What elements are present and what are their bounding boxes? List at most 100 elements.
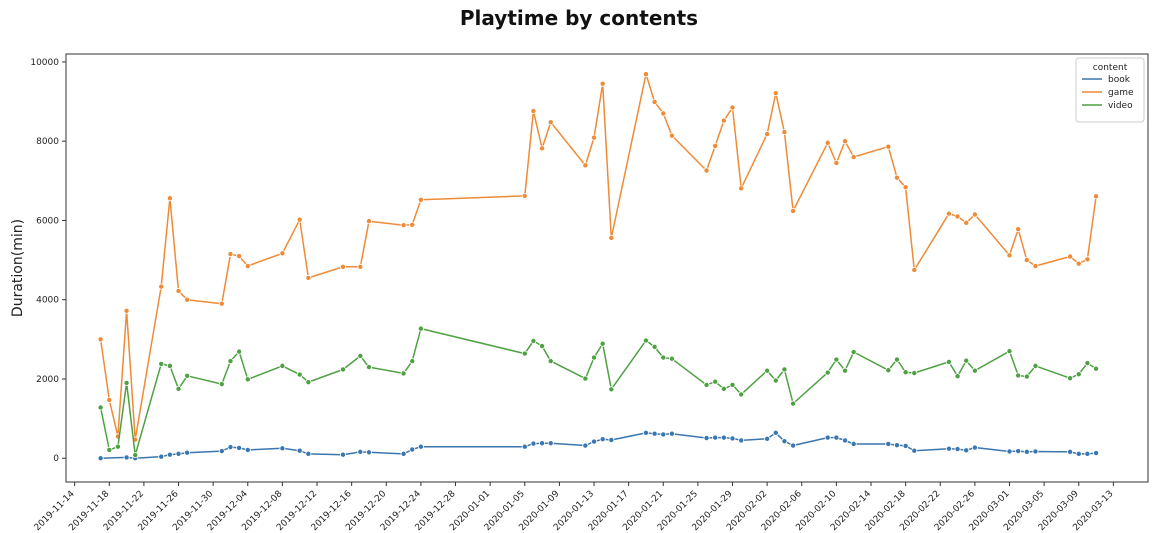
legend: content book game video <box>1075 57 1145 123</box>
x-axis: 2019-11-142019-11-182019-11-222019-11-26… <box>33 482 1115 533</box>
data-point <box>842 437 849 444</box>
data-point <box>668 355 675 362</box>
data-point <box>842 138 849 145</box>
data-point <box>1032 448 1039 455</box>
data-point <box>591 134 598 141</box>
data-point <box>365 364 372 371</box>
data-point <box>764 435 771 442</box>
data-point <box>642 429 649 436</box>
series-line-book <box>100 432 1097 459</box>
data-point <box>339 366 346 373</box>
data-point <box>409 446 416 453</box>
data-point <box>400 450 407 457</box>
data-point <box>339 263 346 270</box>
data-point <box>305 274 312 281</box>
data-point <box>236 253 243 260</box>
data-point <box>1067 253 1074 260</box>
data-point <box>651 98 658 105</box>
data-point <box>781 438 788 445</box>
data-point <box>720 117 727 124</box>
data-point <box>850 349 857 356</box>
data-point <box>97 455 104 462</box>
data-point <box>236 348 243 355</box>
data-point <box>660 354 667 361</box>
data-point <box>772 377 779 384</box>
data-point <box>885 440 892 447</box>
data-point <box>642 337 649 344</box>
data-point <box>530 337 537 344</box>
data-point <box>357 263 364 270</box>
data-point <box>842 367 849 374</box>
data-point <box>296 216 303 223</box>
data-point <box>582 162 589 169</box>
data-point <box>279 445 286 452</box>
data-point <box>279 250 286 257</box>
data-point <box>885 143 892 150</box>
data-point <box>893 442 900 449</box>
data-point <box>582 442 589 449</box>
data-point <box>963 447 970 454</box>
y-tick-label: 8000 <box>36 137 59 147</box>
data-point <box>893 174 900 181</box>
series-line-video <box>99 327 1097 456</box>
data-point <box>409 358 416 365</box>
data-point <box>902 442 909 449</box>
data-point <box>547 440 554 447</box>
data-point <box>668 132 675 139</box>
data-point <box>729 435 736 442</box>
data-point <box>790 207 797 214</box>
data-point <box>712 142 719 149</box>
y-tick-label: 6000 <box>36 216 59 226</box>
chart-title: Playtime by contents <box>459 6 699 30</box>
data-point <box>166 195 173 202</box>
data-point <box>945 210 952 217</box>
data-point <box>357 448 364 455</box>
data-point <box>123 454 130 461</box>
series-book <box>97 429 1100 462</box>
data-point <box>1075 371 1082 378</box>
data-point <box>911 447 918 454</box>
data-point <box>850 154 857 161</box>
data-point <box>1093 450 1100 457</box>
data-point <box>184 296 191 303</box>
data-point <box>158 283 165 290</box>
data-point <box>296 371 303 378</box>
data-point <box>296 447 303 454</box>
plot-frame <box>65 53 1149 483</box>
data-point <box>132 452 139 459</box>
data-point <box>175 450 182 457</box>
data-point <box>599 80 606 87</box>
data-point <box>521 350 528 357</box>
data-point <box>712 378 719 385</box>
data-point <box>166 451 173 458</box>
legend-title: content <box>1093 63 1128 73</box>
data-point <box>1075 450 1082 457</box>
data-point <box>954 446 961 453</box>
data-point <box>971 444 978 451</box>
data-point <box>660 110 667 117</box>
data-point <box>244 376 251 383</box>
data-point <box>660 431 667 438</box>
data-point <box>608 234 615 241</box>
data-point <box>530 108 537 115</box>
data-point <box>1084 360 1091 367</box>
data-point <box>305 450 312 457</box>
data-point <box>591 354 598 361</box>
data-point <box>184 372 191 379</box>
data-point <box>521 192 528 199</box>
data-point <box>1093 365 1100 372</box>
data-point <box>729 104 736 111</box>
data-point <box>781 129 788 136</box>
data-point <box>608 436 615 443</box>
data-point <box>417 325 424 332</box>
data-point <box>218 300 225 307</box>
data-point <box>106 446 113 453</box>
data-point <box>738 391 745 398</box>
data-point <box>772 90 779 97</box>
data-point <box>703 381 710 388</box>
data-point <box>417 196 424 203</box>
y-axis-label: Duration(min) <box>10 219 26 317</box>
data-point <box>738 437 745 444</box>
series-video <box>97 325 1100 459</box>
